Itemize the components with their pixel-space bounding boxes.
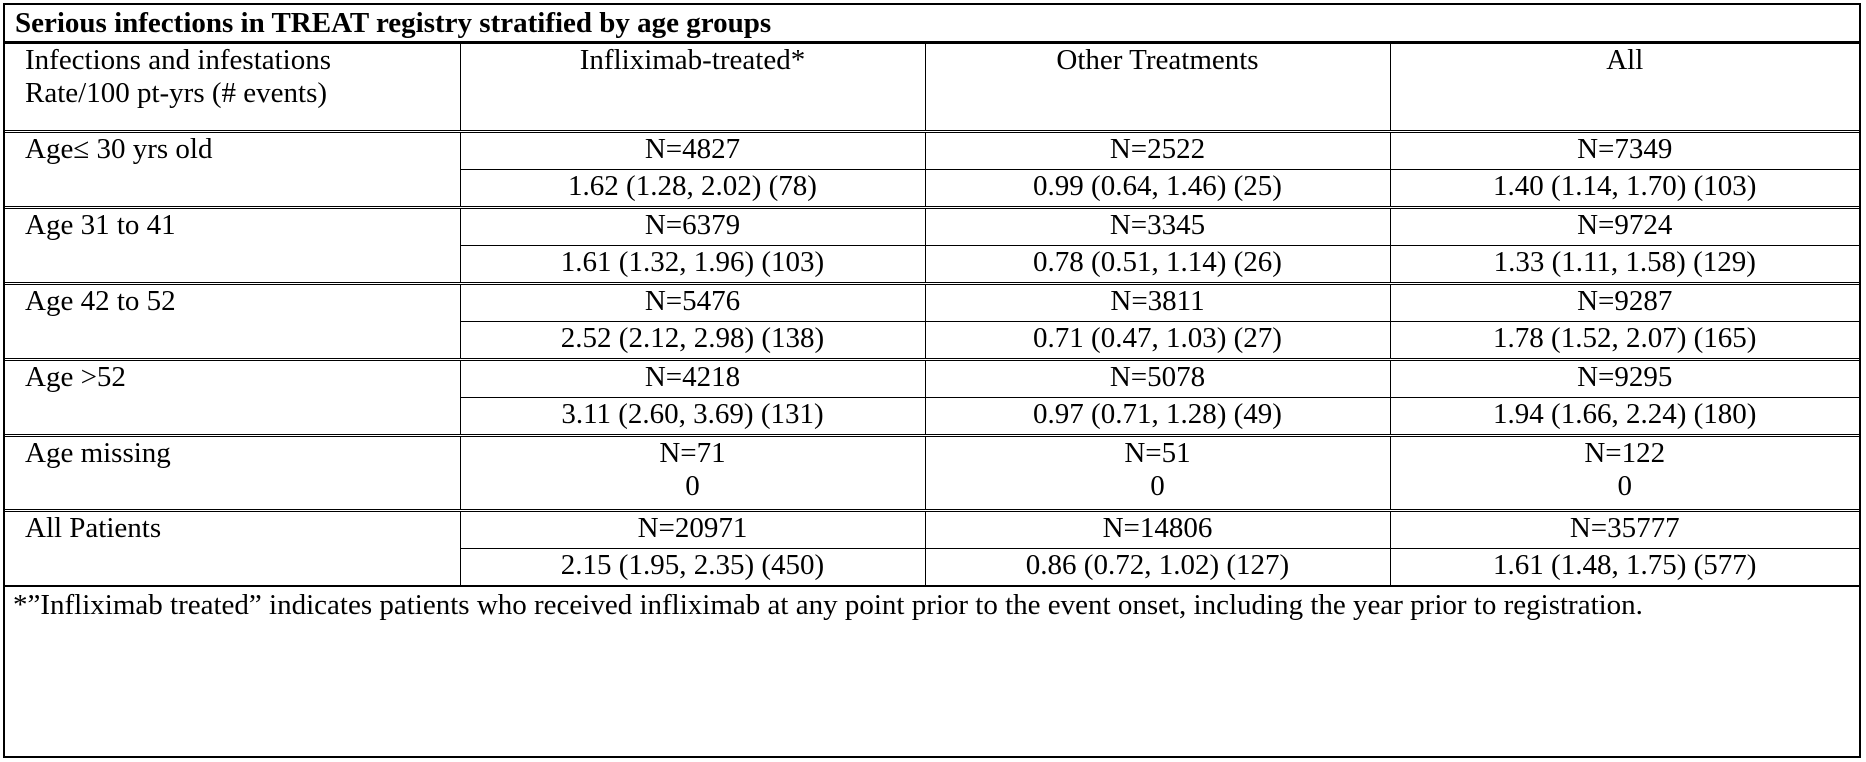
n-value: N=5078 xyxy=(924,358,1391,398)
n-value: N=35777 xyxy=(1389,509,1859,549)
rate-value: 3.11 (2.60, 3.69) (131) xyxy=(460,397,926,436)
n-value: N=4218 xyxy=(459,358,926,398)
n-rate-cell: N=122 0 xyxy=(1389,434,1859,511)
rate-value: 1.62 (1.28, 2.02) (78) xyxy=(460,169,926,208)
header-other-treatments: Other Treatments xyxy=(924,43,1391,132)
rate-value: 0 xyxy=(1150,470,1165,502)
table-row: 2.15 (1.95, 2.35) (450) 0.86 (0.72, 1.02… xyxy=(5,548,1859,586)
rate-value: 1.33 (1.11, 1.58) (129) xyxy=(1389,245,1859,284)
rate-value: 1.61 (1.48, 1.75) (577) xyxy=(1389,548,1859,586)
document-table-figure: Serious infections in TREAT registry str… xyxy=(3,3,1861,758)
n-value: N=3345 xyxy=(924,206,1391,246)
n-value: N=4827 xyxy=(459,130,926,170)
n-value: N=3811 xyxy=(924,282,1391,322)
rate-value: 0.86 (0.72, 1.02) (127) xyxy=(924,548,1391,586)
n-value: N=9295 xyxy=(1389,358,1859,398)
age-group-label: All Patients xyxy=(5,509,461,586)
table-row: Age≤ 30 yrs old N=4827 N=2522 N=7349 xyxy=(5,130,1859,208)
n-value: N=6379 xyxy=(459,206,926,246)
rate-value: 1.78 (1.52, 2.07) (165) xyxy=(1389,321,1859,360)
rate-value: 1.40 (1.14, 1.70) (103) xyxy=(1389,169,1859,208)
n-value: N=9724 xyxy=(1389,206,1859,246)
n-value: N=71 xyxy=(659,437,726,469)
n-value: N=122 xyxy=(1584,437,1666,469)
rate-value: 2.52 (2.12, 2.98) (138) xyxy=(460,321,926,360)
rate-value: 0.99 (0.64, 1.46) (25) xyxy=(924,169,1391,208)
table-row: Age >52 N=4218 N=5078 N=9295 xyxy=(5,358,1859,436)
age-group-label: Age 31 to 41 xyxy=(5,206,461,284)
header-all: All xyxy=(1389,43,1859,132)
n-value: N=9287 xyxy=(1389,282,1859,322)
rate-value: 1.94 (1.66, 2.24) (180) xyxy=(1389,397,1859,436)
n-value: N=14806 xyxy=(924,509,1391,549)
age-group-label: Age 42 to 52 xyxy=(5,282,461,360)
n-value: N=51 xyxy=(1124,437,1191,469)
header-label-cell: Infections and infestations Rate/100 pt-… xyxy=(5,43,461,132)
rate-value: 0 xyxy=(1617,470,1633,502)
header-infliximab: Infliximab-treated* xyxy=(459,43,926,132)
n-value: N=20971 xyxy=(459,509,926,549)
age-group-label: Age≤ 30 yrs old xyxy=(5,130,461,208)
rate-value: 1.61 (1.32, 1.96) (103) xyxy=(460,245,926,284)
rate-value: 0.71 (0.47, 1.03) (27) xyxy=(924,321,1391,360)
header-label-line2: Rate/100 pt-yrs (# events) xyxy=(25,77,328,109)
table-footnote: *”Infliximab treated” indicates patients… xyxy=(5,586,1859,622)
table-row: 1.61 (1.32, 1.96) (103) 0.78 (0.51, 1.14… xyxy=(5,245,1859,284)
n-rate-cell: N=51 0 xyxy=(924,434,1391,511)
age-group-label: Age >52 xyxy=(5,358,461,436)
n-value: N=2522 xyxy=(924,130,1391,170)
table-row: 1.62 (1.28, 2.02) (78) 0.99 (0.64, 1.46)… xyxy=(5,169,1859,208)
header-row: Infections and infestations Rate/100 pt-… xyxy=(5,43,1859,132)
table-row: Age 42 to 52 N=5476 N=3811 N=9287 xyxy=(5,282,1859,360)
rate-value: 2.15 (1.95, 2.35) (450) xyxy=(460,548,926,586)
n-value: N=7349 xyxy=(1389,130,1859,170)
header-label-line1: Infections and infestations xyxy=(25,44,332,76)
infections-table: Infections and infestations Rate/100 pt-… xyxy=(5,43,1859,586)
table-row: Age 31 to 41 N=6379 N=3345 N=9724 xyxy=(5,206,1859,284)
table-title: Serious infections in TREAT registry str… xyxy=(5,5,1859,43)
rate-value: 0 xyxy=(685,470,700,502)
age-group-label: Age missing xyxy=(5,434,461,511)
n-rate-cell: N=71 0 xyxy=(459,434,926,511)
rate-value: 0.78 (0.51, 1.14) (26) xyxy=(924,245,1391,284)
table-row: Age missing N=71 0 N=51 0 N=122 0 xyxy=(5,434,1859,511)
table-row: 3.11 (2.60, 3.69) (131) 0.97 (0.71, 1.28… xyxy=(5,397,1859,436)
table-row: All Patients N=20971 N=14806 N=35777 xyxy=(5,509,1859,586)
n-value: N=5476 xyxy=(459,282,926,322)
rate-value: 0.97 (0.71, 1.28) (49) xyxy=(924,397,1391,436)
